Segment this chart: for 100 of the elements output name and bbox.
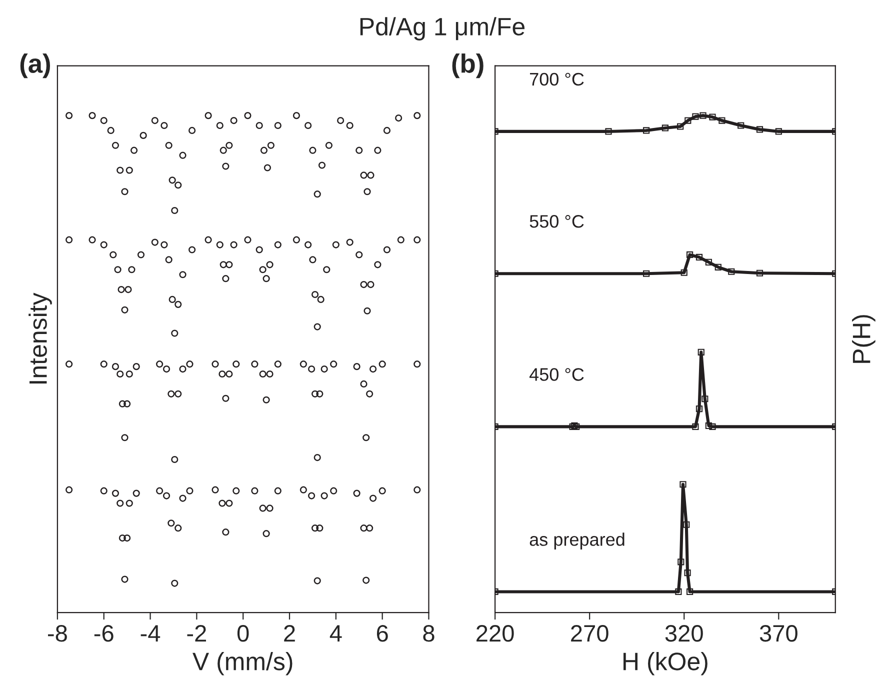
point [360,172,368,179]
point [274,122,282,130]
x-axis-title: H (kOe) [624,652,708,676]
point [171,330,178,337]
point [114,266,122,274]
point [66,112,73,120]
point [256,246,263,254]
point [256,122,263,130]
point [66,486,73,494]
point [696,406,703,412]
point [696,254,703,261]
point [218,500,226,507]
point [300,486,307,494]
point [112,142,120,149]
x-tick-label: 320 [665,625,703,642]
point [204,236,212,244]
point [160,122,168,130]
point [116,370,124,378]
point [124,400,131,408]
point [571,422,578,430]
point [346,238,354,246]
point [330,360,338,368]
point [88,112,96,120]
point [332,241,340,248]
point [356,146,363,154]
point [126,500,133,507]
point [259,370,266,378]
point [66,360,73,368]
point [179,494,186,502]
point [362,576,370,584]
point [714,264,722,270]
point [100,241,108,248]
point [266,504,274,512]
point [643,127,650,134]
x-tick-label: -4 [140,625,160,642]
point [168,390,175,398]
point [259,266,266,274]
x-tick-label: 4 [330,625,342,642]
point [171,456,178,464]
point [121,306,128,314]
point [756,270,764,276]
point [126,370,133,378]
point [222,275,230,282]
point [360,281,368,288]
point [605,128,612,135]
chart-title: Pd/Ag 1 μm/Fe [360,17,525,40]
point [226,500,233,507]
point [274,360,282,368]
point [230,116,238,124]
point [220,261,227,268]
point [680,269,688,276]
x-tick-label: 0 [237,625,249,642]
point [360,524,368,532]
point [259,504,266,512]
point [395,114,402,122]
point [179,152,186,159]
point [378,487,386,494]
point [314,577,321,584]
point [66,236,73,244]
point [692,423,699,430]
point [643,270,650,277]
point [414,360,421,368]
y-axis-title: Intensity [28,292,52,384]
point [698,348,704,356]
point [370,366,377,373]
point [132,490,140,497]
point [222,394,230,402]
point [121,188,128,196]
point [718,117,726,124]
point [686,588,694,596]
point [112,363,120,370]
x-tick-label: -8 [48,625,67,642]
point [118,286,125,294]
point [360,380,368,388]
point [151,116,158,124]
point [244,236,252,244]
point [160,241,168,248]
point [311,390,319,398]
point [702,396,708,402]
point [374,146,382,154]
point [364,307,371,314]
x-tick-label: 370 [760,625,798,642]
point [188,246,196,254]
point [680,481,686,488]
y-axis-title: P(H) [852,315,876,363]
point [174,182,182,189]
point [188,126,196,134]
point [186,487,194,494]
x-tick-label: 2 [284,625,295,642]
point [118,400,126,408]
point [116,500,124,507]
point [156,360,164,368]
point [323,266,330,274]
point [140,132,147,139]
point [212,486,219,494]
point [128,266,136,274]
point [100,487,108,494]
point [683,521,690,528]
point [232,360,240,368]
text: (b) [452,54,484,78]
